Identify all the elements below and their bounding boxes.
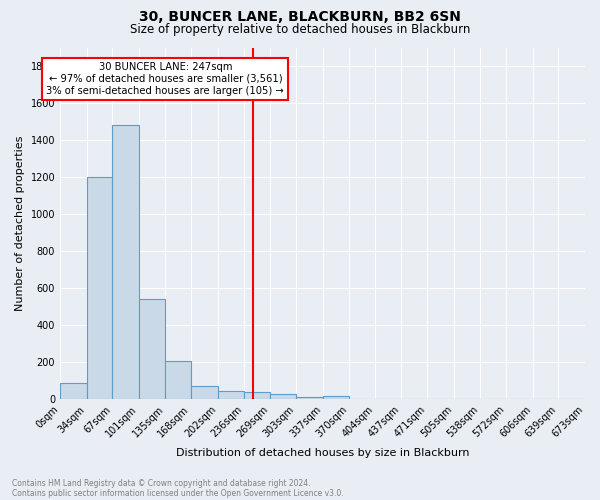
Bar bbox=[218, 391, 244, 400]
Bar bbox=[323, 396, 349, 400]
Bar bbox=[60, 382, 86, 400]
Bar bbox=[112, 126, 139, 400]
X-axis label: Distribution of detached houses by size in Blackburn: Distribution of detached houses by size … bbox=[176, 448, 469, 458]
Bar bbox=[86, 177, 112, 400]
Bar bbox=[244, 392, 270, 400]
Bar bbox=[296, 398, 323, 400]
Bar bbox=[139, 300, 166, 400]
Text: 30, BUNCER LANE, BLACKBURN, BB2 6SN: 30, BUNCER LANE, BLACKBURN, BB2 6SN bbox=[139, 10, 461, 24]
Bar bbox=[270, 394, 296, 400]
Bar bbox=[166, 362, 191, 400]
Text: Size of property relative to detached houses in Blackburn: Size of property relative to detached ho… bbox=[130, 22, 470, 36]
Text: 30 BUNCER LANE: 247sqm
← 97% of detached houses are smaller (3,561)
3% of semi-d: 30 BUNCER LANE: 247sqm ← 97% of detached… bbox=[46, 62, 284, 96]
Text: Contains HM Land Registry data © Crown copyright and database right 2024.: Contains HM Land Registry data © Crown c… bbox=[12, 478, 311, 488]
Bar bbox=[191, 386, 218, 400]
Y-axis label: Number of detached properties: Number of detached properties bbox=[15, 136, 25, 311]
Text: Contains public sector information licensed under the Open Government Licence v3: Contains public sector information licen… bbox=[12, 488, 344, 498]
